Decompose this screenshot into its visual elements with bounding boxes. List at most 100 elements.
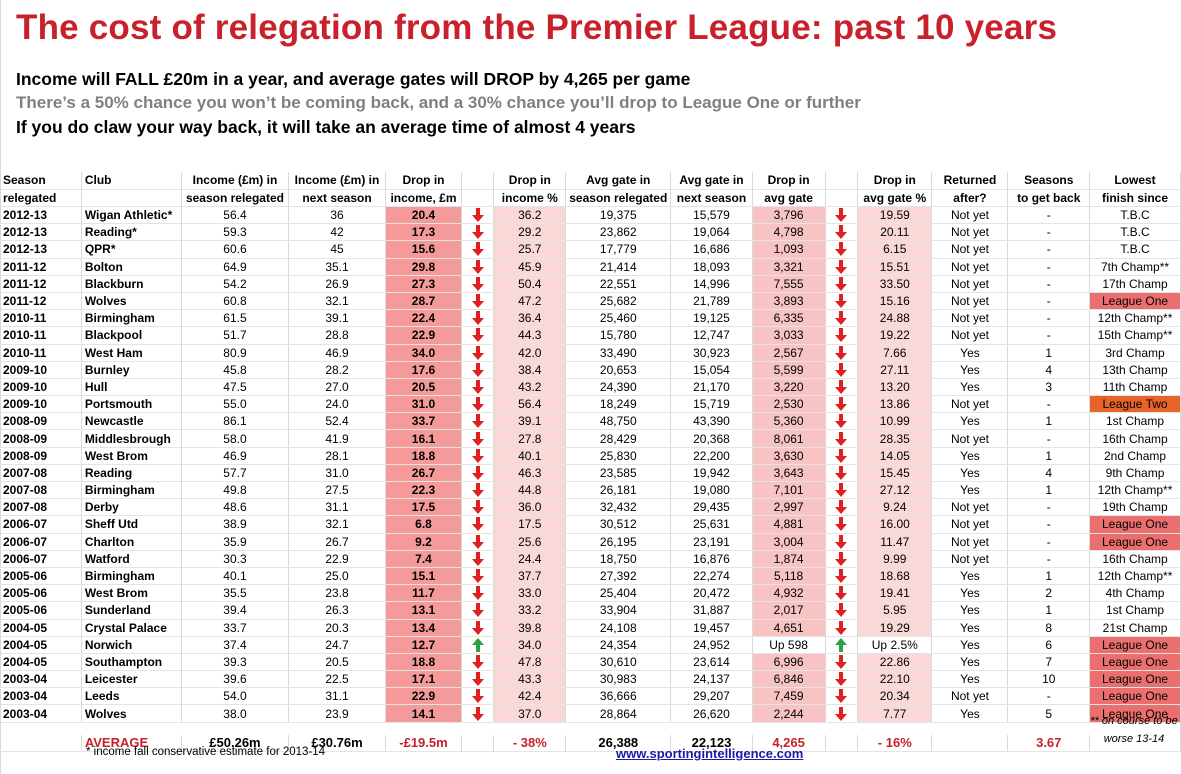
cell-seasons-back: - [1007,687,1091,706]
cell-gate-next: 26,620 [670,704,753,723]
cell-income: 38.9 [181,515,289,534]
cell-seasons-back: - [1007,275,1091,293]
cell-gate-next: 31,887 [670,601,753,620]
down-arrow-icon [461,567,495,586]
cell-gate: 24,390 [565,378,672,397]
cell-seasons-back: 3 [1007,378,1091,397]
cell-income-next: 32.1 [288,292,387,311]
header-club: Club [81,172,183,190]
cell-lowest-finish: League One [1089,636,1181,654]
average-drop-gate: 4,265 [752,734,826,752]
cell-returned: Yes [931,344,1009,362]
cell-lowest-finish: 21st Champ [1089,619,1181,637]
down-arrow-icon [461,670,495,689]
cell-drop-gate: 7,555 [752,275,826,293]
cell-season: 2008-09 [0,412,82,431]
cell-seasons-back: 6 [1007,636,1091,654]
average-drop-income: -£19.5m [385,734,462,752]
cell-drop-income: 33.7 [385,412,462,431]
cell-seasons-back: - [1007,258,1091,276]
cell-drop-gate-pct: 27.12 [857,481,933,500]
table-row: 2007-08 Reading 57.7 31.0 26.7 46.3 23,585 19,9… [0,464,1181,483]
cell-drop-income: 17.3 [385,223,462,242]
cell-returned: Yes [931,378,1009,397]
cell-seasons-back: 4 [1007,464,1091,483]
cell-drop-income: 22.9 [385,687,462,706]
cell-seasons-back: - [1007,395,1091,414]
cell-gate: 33,904 [565,601,672,620]
table-row: 2006-07 Charlton 35.9 26.7 9.2 25.6 26,195 23,1… [0,533,1181,551]
cell-returned: Not yet [931,498,1009,517]
down-arrow-icon [825,550,859,568]
cell-drop-gate-pct: 15.45 [857,464,933,483]
cell-lowest-finish: League One [1089,687,1181,706]
cell-gate: 30,983 [565,670,672,689]
cell-drop-gate: 3,893 [752,292,826,311]
cell-drop-gate: 5,118 [752,567,826,586]
cell-returned: Not yet [931,533,1009,551]
cell-drop-income-pct: 27.8 [493,429,567,448]
down-arrow-icon [825,275,859,293]
down-arrow-icon [825,619,859,637]
cell-returned: Yes [931,619,1009,637]
cell-season: 2011-12 [0,258,82,276]
cell-seasons-back: - [1007,498,1091,517]
header-season: Season [0,172,82,190]
cell-season: 2010-11 [0,326,82,345]
cell-income-next: 25.0 [288,567,387,586]
header-returned: Returned [931,172,1009,190]
cell-gate: 17,779 [565,240,672,259]
cell-gate: 26,195 [565,533,672,551]
cell-drop-income: 12.7 [385,636,462,654]
cell-drop-gate: 6,996 [752,653,826,672]
down-arrow-icon [825,223,859,242]
cell-drop-income: 13.1 [385,601,462,620]
cell-seasons-back: 2 [1007,584,1091,603]
cell-drop-income: 17.5 [385,498,462,517]
cell-income-next: 27.0 [288,378,387,397]
cell-income-next: 41.9 [288,429,387,448]
cell-returned: Not yet [931,223,1009,242]
cell-gate-next: 23,191 [670,533,753,551]
cell-season: 2006-07 [0,515,82,534]
cell-drop-gate: 4,651 [752,619,826,637]
header-lowest-sub: finish since [1089,189,1181,207]
cell-gate-next: 19,125 [670,309,753,328]
down-arrow-icon [461,326,495,345]
down-arrow-icon [825,378,859,397]
cell-lowest-finish: 11th Champ [1089,378,1181,397]
cell-gate: 21,414 [565,258,672,276]
cell-drop-gate: 3,220 [752,378,826,397]
cell-season: 2008-09 [0,429,82,448]
source-link[interactable]: www.sportingintelligence.com [616,746,804,761]
cell-club: Birmingham [81,309,183,328]
down-arrow-icon [825,429,859,448]
cell-gate: 26,181 [565,481,672,500]
cell-lowest-finish: 3rd Champ [1089,344,1181,362]
cell-drop-gate: 2,244 [752,704,826,723]
down-arrow-icon [825,567,859,586]
cell-club: West Brom [81,447,183,465]
cell-income-next: 22.5 [288,670,387,689]
cell-drop-income-pct: 42.4 [493,687,567,706]
cell-gate-next: 23,614 [670,653,753,672]
cell-income-next: 20.3 [288,619,387,637]
cell-season: 2006-07 [0,533,82,551]
cell-drop-income: 16.1 [385,429,462,448]
cell-season: 2005-06 [0,584,82,603]
table-row: 2004-05 Southampton 39.3 20.5 18.8 47.8 30,610… [0,653,1181,672]
cell-lowest-finish: League One [1089,515,1181,534]
cell-income: 54.0 [181,687,289,706]
cell-club: Wigan Athletic* [81,206,183,225]
cell-gate: 36,666 [565,687,672,706]
cell-drop-gate-pct: 10.99 [857,412,933,431]
cell-drop-income: 31.0 [385,395,462,414]
cell-seasons-back: 8 [1007,619,1091,637]
cell-drop-income-pct: 33.2 [493,601,567,620]
page-title: The cost of relegation from the Premier … [16,8,1058,47]
down-arrow-icon [825,206,859,225]
cell-drop-income: 17.6 [385,361,462,379]
cell-gate: 15,780 [565,326,672,345]
cell-drop-gate: 2,997 [752,498,826,517]
down-arrow-icon [461,206,495,225]
